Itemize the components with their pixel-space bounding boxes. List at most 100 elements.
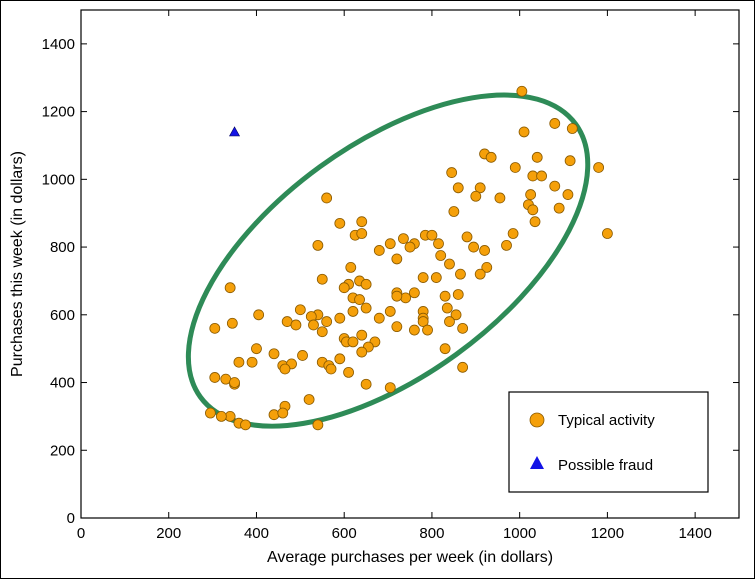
point-typical <box>290 319 302 331</box>
point-typical <box>384 306 396 317</box>
y-tick-label: 1200 <box>42 104 75 121</box>
point-typical <box>325 363 337 375</box>
point-typical <box>240 419 251 431</box>
point-typical <box>527 204 539 216</box>
point-typical <box>426 229 438 241</box>
point-typical <box>251 343 262 355</box>
y-tick-label: 200 <box>50 442 75 459</box>
point-typical <box>439 290 451 302</box>
point-typical <box>444 316 455 327</box>
point-typical <box>494 192 506 204</box>
point-typical <box>417 272 429 283</box>
point-typical <box>294 304 306 316</box>
point-typical <box>334 353 346 365</box>
x-tick-label: 1000 <box>503 525 536 542</box>
point-typical <box>400 292 412 304</box>
point-typical <box>268 409 280 421</box>
plot-area <box>80 9 740 519</box>
x-tick-label: 600 <box>332 525 357 542</box>
point-typical <box>233 356 245 368</box>
y-tick-label: 600 <box>50 307 75 324</box>
point-typical <box>479 245 490 256</box>
point-typical <box>391 321 403 333</box>
point-typical <box>277 407 289 419</box>
point-typical <box>321 192 333 204</box>
point-typical <box>446 167 458 178</box>
point-typical <box>338 282 350 294</box>
ellipse-layer <box>185 92 591 429</box>
legend-label-fraud: Possible fraud <box>558 457 653 474</box>
ticks-layer: 0 200 400 600 800 1000 1200 1400 0 200 400 600 800 10… <box>42 10 739 542</box>
legend-marker-fraud <box>530 456 544 469</box>
point-typical <box>452 289 464 300</box>
point-typical <box>246 356 258 368</box>
point-typical <box>457 361 469 373</box>
point-typical <box>360 302 372 314</box>
y-tick-label: 400 <box>50 375 75 392</box>
x-axis-label: Average purchases per week (in dollars) <box>267 549 553 566</box>
point-typical <box>360 378 372 390</box>
point-typical <box>404 241 416 253</box>
x-tick-label: 800 <box>419 525 444 542</box>
point-typical <box>408 324 420 336</box>
point-typical <box>321 316 333 327</box>
x-tick-label: 1400 <box>678 525 711 542</box>
point-typical <box>422 324 433 336</box>
point-fraud <box>229 126 241 137</box>
point-typical <box>312 239 324 251</box>
legend: Typical activity Possible fraud <box>508 391 709 493</box>
point-typical <box>470 190 482 202</box>
point-typical <box>312 419 324 431</box>
point-typical <box>564 155 576 167</box>
point-typical <box>461 231 473 243</box>
y-tick-label: 1000 <box>42 171 75 188</box>
point-typical <box>452 182 464 194</box>
point-typical <box>593 162 605 173</box>
point-typical <box>347 336 359 348</box>
point-typical <box>417 316 429 327</box>
point-typical <box>384 238 396 250</box>
point-typical <box>316 326 328 338</box>
point-typical <box>316 273 328 285</box>
point-typical <box>360 278 372 290</box>
point-typical <box>518 126 530 138</box>
point-typical <box>373 245 385 256</box>
point-typical <box>356 329 368 341</box>
point-typical <box>509 162 521 173</box>
point-typical <box>501 239 512 251</box>
point-typical <box>226 317 238 329</box>
point-typical <box>435 250 447 261</box>
point-typical <box>553 202 565 214</box>
point-typical <box>205 407 216 419</box>
point-typical <box>253 309 265 321</box>
point-typical <box>334 312 346 324</box>
point-typical <box>334 217 346 229</box>
points-layer <box>205 85 613 431</box>
point-typical <box>384 382 396 394</box>
outlier-ellipse <box>185 92 591 429</box>
point-typical <box>398 233 409 245</box>
point-typical <box>549 180 561 192</box>
point-typical <box>525 189 537 200</box>
point-typical <box>468 241 480 253</box>
point-typical <box>602 228 613 239</box>
point-typical <box>430 272 442 283</box>
point-typical <box>347 306 359 317</box>
point-typical <box>444 258 455 270</box>
legend-label-typical: Typical activity <box>558 412 655 429</box>
point-typical <box>356 216 368 228</box>
point-typical <box>303 394 315 405</box>
point-typical <box>215 410 227 422</box>
point-typical <box>354 294 365 305</box>
point-typical <box>308 319 319 331</box>
point-typical <box>408 287 420 299</box>
point-typical <box>474 182 486 194</box>
point-typical <box>433 238 444 250</box>
point-typical <box>356 228 368 239</box>
point-typical <box>474 268 486 280</box>
point-typical <box>536 170 547 182</box>
point-typical <box>279 363 291 375</box>
point-typical <box>450 309 462 321</box>
legend-box <box>508 391 709 493</box>
